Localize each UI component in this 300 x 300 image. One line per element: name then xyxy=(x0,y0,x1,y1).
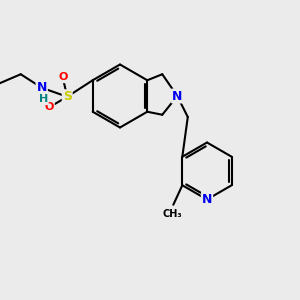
Text: O: O xyxy=(44,102,54,112)
Text: S: S xyxy=(63,90,72,103)
Text: N: N xyxy=(172,89,182,103)
Text: CH₃: CH₃ xyxy=(162,209,182,219)
Text: H: H xyxy=(39,94,48,104)
Text: O: O xyxy=(58,72,68,82)
Text: N: N xyxy=(202,193,212,206)
Text: N: N xyxy=(37,81,47,94)
